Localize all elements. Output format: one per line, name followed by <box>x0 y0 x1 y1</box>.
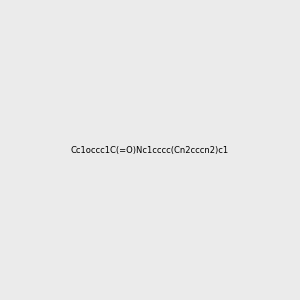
Text: Cc1occc1C(=O)Nc1cccc(Cn2cccn2)c1: Cc1occc1C(=O)Nc1cccc(Cn2cccn2)c1 <box>71 146 229 154</box>
